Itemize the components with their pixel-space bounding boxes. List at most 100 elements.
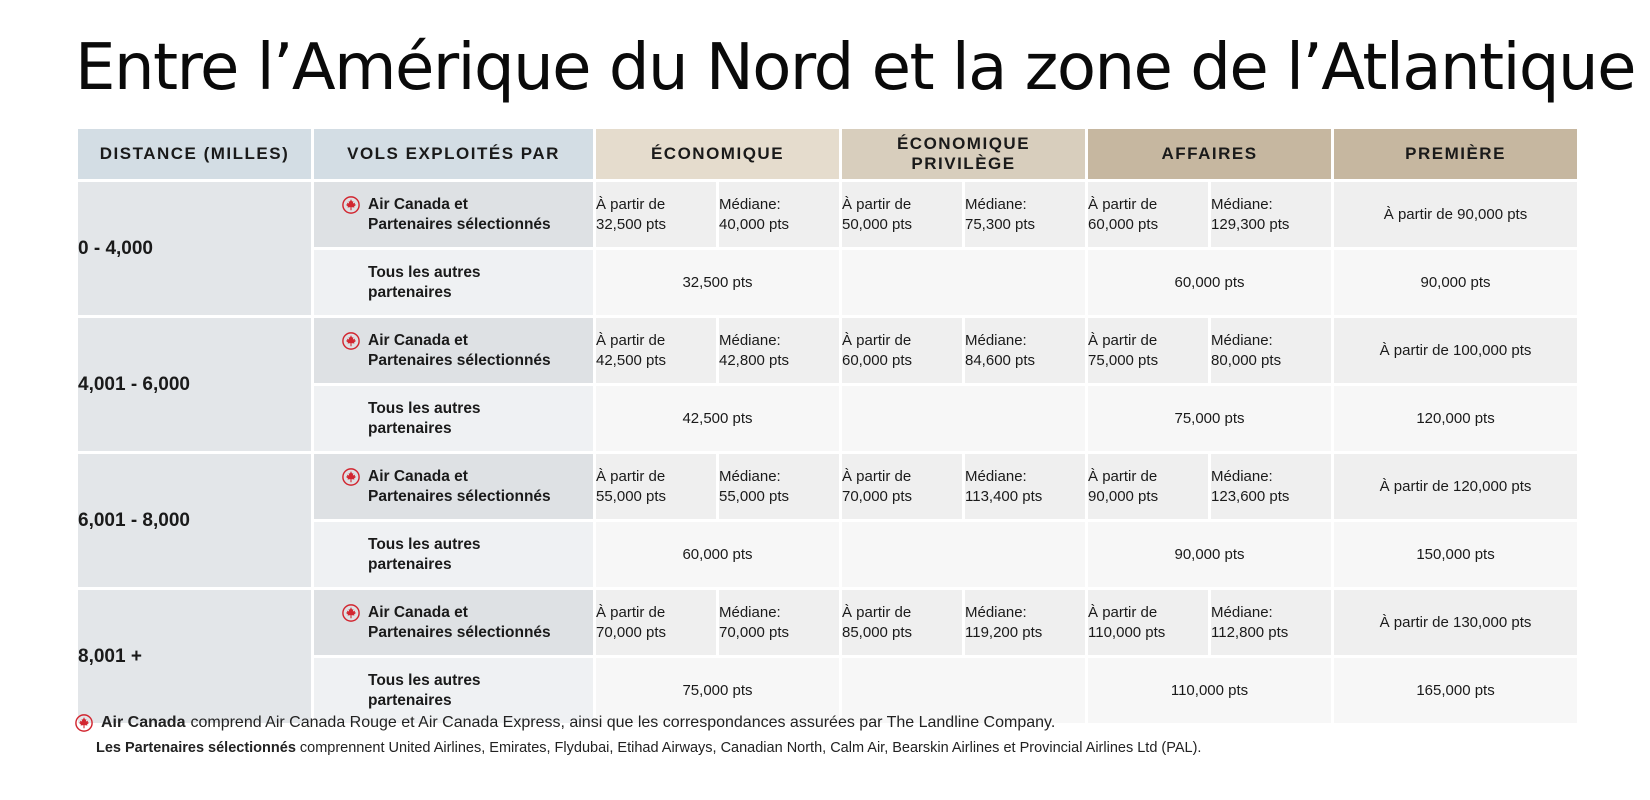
distance-cell: 0 - 4,000: [75, 179, 314, 318]
value-label: Médiane:: [1211, 603, 1273, 621]
value-points: 70,000 pts: [596, 623, 667, 641]
value-label: Médiane:: [1211, 195, 1273, 213]
value-label: À partir de: [596, 467, 666, 485]
header-operated-by: Vols exploités par: [311, 126, 596, 182]
economy-median-cell: Médiane: 42,800 pts: [716, 315, 842, 386]
first-from-cell: À partir de 90,000 pts: [1331, 179, 1581, 250]
award-chart-table: Distance (milles) Vols exploités par Éco…: [75, 126, 1581, 726]
table-row: 8,001 + Air Canada et Partenaires sélectio…: [75, 587, 1581, 726]
value-points: 70,000 pts: [842, 487, 913, 505]
business-from-cell: À partir de 110,000 pts: [1085, 587, 1212, 658]
value-label: Médiane:: [965, 331, 1027, 349]
operator-label-line1: Tous les autres: [368, 399, 481, 417]
value-label: Médiane:: [719, 195, 781, 213]
value-label: À partir de: [596, 195, 666, 213]
value-label: Médiane:: [965, 195, 1027, 213]
maple-leaf-icon: [342, 195, 360, 214]
first-from-cell: À partir de 120,000 pts: [1331, 451, 1581, 522]
operator-label-line1: Air Canada et: [368, 603, 468, 621]
value-label: Médiane:: [719, 603, 781, 621]
first-from-cell: À partir de 130,000 pts: [1331, 587, 1581, 658]
first-other-cell: 150,000 pts: [1331, 519, 1581, 590]
business-from-cell: À partir de 75,000 pts: [1085, 315, 1212, 386]
economy-other-cell: 42,500 pts: [593, 383, 842, 454]
value-points: 70,000 pts: [719, 623, 790, 641]
economy-median-cell: Médiane: 70,000 pts: [716, 587, 842, 658]
value-points: 123,600 pts: [1211, 487, 1290, 505]
table-row: Tous les autres partenaires 32,500 pts 60,0…: [77, 247, 1581, 318]
value-points: 75,300 pts: [965, 215, 1036, 233]
operator-air-canada: Air Canada et Partenaires sélectionnés: [311, 451, 596, 522]
table-body: 0 - 4,000 Air Canada et Partenaires sélect…: [75, 179, 1581, 726]
value-label: Médiane:: [719, 467, 781, 485]
value-label: À partir de: [596, 603, 666, 621]
header-distance: Distance (milles): [75, 126, 314, 182]
table-header-row: Distance (milles) Vols exploités par Éco…: [75, 126, 1581, 182]
premium-economy-median-cell: Médiane: 75,300 pts: [961, 179, 1089, 250]
economy-from-cell: À partir de 42,500 pts: [593, 315, 719, 386]
business-other-cell: 90,000 pts: [1085, 519, 1335, 590]
footnote-1-text: comprend Air Canada Rouge et Air Canada …: [190, 714, 1056, 731]
business-median-cell: Médiane: 112,800 pts: [1208, 587, 1335, 658]
operator-label-line1: Tous les autres: [368, 671, 481, 689]
first-other-cell: 120,000 pts: [1331, 383, 1581, 454]
economy-median-cell: Médiane: 55,000 pts: [716, 451, 842, 522]
operator-label-line2: Partenaires sélectionnés: [368, 623, 551, 641]
value-label: Médiane:: [1211, 331, 1273, 349]
premium-economy-from-cell: À partir de 50,000 pts: [839, 179, 965, 250]
value-points: 113,400 pts: [965, 487, 1043, 505]
premium-economy-other-cell: [838, 247, 1089, 318]
table-row: 4,001 - 6,000 Air Canada et Partenaires sé…: [75, 315, 1581, 454]
operator-label-line2: partenaires: [368, 555, 452, 573]
value-label: À partir de: [842, 467, 912, 485]
header-business: Affaires: [1085, 126, 1335, 182]
premium-economy-from-cell: À partir de 60,000 pts: [839, 315, 965, 386]
operator-label-line2: partenaires: [368, 691, 452, 709]
distance-cell: 6,001 - 8,000: [75, 451, 314, 590]
economy-other-cell: 32,500 pts: [593, 247, 842, 318]
header-economy: Économique: [593, 126, 842, 182]
first-other-cell: 165,000 pts: [1331, 655, 1581, 726]
business-other-cell: 60,000 pts: [1085, 247, 1335, 318]
table-row: Tous les autres partenaires 75,000 pts 110,…: [77, 655, 1581, 726]
operator-label-line2: partenaires: [368, 419, 452, 437]
value-points: 84,600 pts: [965, 351, 1036, 369]
economy-other-cell: 75,000 pts: [593, 655, 842, 726]
premium-economy-from-cell: À partir de 70,000 pts: [839, 451, 965, 522]
business-median-cell: Médiane: 129,300 pts: [1208, 179, 1335, 250]
value-label: À partir de: [1088, 331, 1158, 349]
value-points: 55,000 pts: [719, 487, 790, 505]
table-row: Tous les autres partenaires 60,000 pts 90,0…: [77, 519, 1581, 590]
value-label: Médiane:: [1211, 467, 1273, 485]
operator-other-partners: Tous les autres partenaires: [311, 247, 596, 318]
maple-leaf-icon: [342, 331, 360, 350]
premium-economy-median-cell: Médiane: 84,600 pts: [961, 315, 1089, 386]
operator-label-line1: Tous les autres: [368, 263, 481, 281]
operator-label-line2: Partenaires sélectionnés: [368, 351, 551, 369]
value-label: À partir de: [842, 603, 912, 621]
value-label: Médiane:: [965, 467, 1027, 485]
first-other-cell: 90,000 pts: [1331, 247, 1581, 318]
value-points: 50,000 pts: [842, 215, 913, 233]
economy-from-cell: À partir de 32,500 pts: [593, 179, 719, 250]
economy-median-cell: Médiane: 40,000 pts: [716, 179, 842, 250]
business-from-cell: À partir de 60,000 pts: [1085, 179, 1212, 250]
operator-other-partners: Tous les autres partenaires: [311, 655, 596, 726]
value-points: 55,000 pts: [596, 487, 667, 505]
footnote-partners: Les Partenaires sélectionnés comprennent …: [75, 740, 1575, 756]
operator-label-line1: Air Canada et: [368, 331, 468, 349]
value-label: À partir de: [842, 195, 912, 213]
business-other-cell: 75,000 pts: [1085, 383, 1335, 454]
operator-label-line1: Tous les autres: [368, 535, 481, 553]
value-points: 60,000 pts: [1088, 215, 1159, 233]
header-first: Première: [1331, 126, 1581, 182]
value-points: 80,000 pts: [1211, 351, 1282, 369]
business-median-cell: Médiane: 123,600 pts: [1208, 451, 1335, 522]
operator-label-line1: Air Canada et: [368, 467, 468, 485]
table-row: 6,001 - 8,000 Air Canada et Partenaires sé…: [75, 451, 1581, 590]
economy-other-cell: 60,000 pts: [593, 519, 842, 590]
value-points: 110,000 pts: [1088, 623, 1166, 641]
footnote-air-canada: Air Canada comprend Air Canada Rouge et …: [75, 714, 1575, 732]
maple-leaf-icon: [75, 714, 93, 732]
value-points: 75,000 pts: [1088, 351, 1159, 369]
